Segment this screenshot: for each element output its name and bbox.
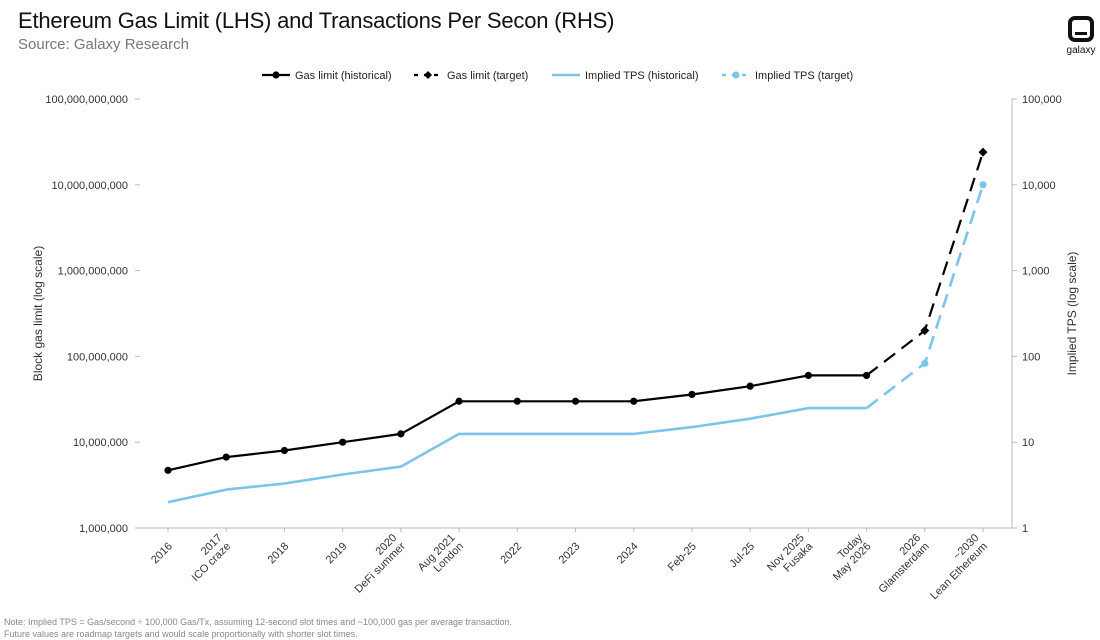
- left-tick-label: 100,000,000,000: [45, 94, 128, 106]
- series-point-0: [222, 453, 230, 461]
- right-tick-label: 10: [1022, 437, 1034, 449]
- series-point-0: [513, 397, 521, 405]
- series-line-3: [865, 184, 985, 410]
- legend-swatch-marker: [732, 71, 740, 79]
- series-point-0: [164, 466, 172, 474]
- legend-swatch-marker: [272, 71, 280, 79]
- series-point-1: [920, 326, 930, 336]
- x-tick-label: Jul-25: [727, 540, 757, 570]
- x-tick-label: 2022: [498, 540, 524, 566]
- legend-item-3: Implied TPS (target): [722, 70, 853, 82]
- x-tick-label: 2016: [149, 540, 175, 566]
- series-point-0: [280, 446, 289, 455]
- series-point-0: [339, 438, 347, 446]
- logo-text: galaxy: [1066, 45, 1096, 56]
- legend-swatch-marker: [424, 71, 432, 79]
- x-tick-label-line: 2019: [324, 540, 350, 566]
- right-tick-label: 10,000: [1022, 180, 1056, 192]
- legend-label: Gas limit (historical): [295, 70, 392, 82]
- x-tick-label: 2018: [266, 540, 292, 566]
- chart-note-line-1: Note: Implied TPS = Gas/second ÷ 100,000…: [4, 617, 513, 627]
- legend-item-0: Gas limit (historical): [262, 70, 392, 82]
- right-tick-label: 1: [1022, 523, 1028, 535]
- x-tick-label-line: Jul-25: [727, 540, 757, 570]
- series-point-0: [746, 382, 754, 390]
- x-tick-label-line: 2016: [149, 540, 175, 566]
- right-axis-title: Implied TPS (log scale): [1065, 252, 1079, 376]
- left-tick-label: 10,000,000: [73, 437, 128, 449]
- x-tick-label-line: 2023: [557, 540, 583, 566]
- chart-title: Ethereum Gas Limit (LHS) and Transaction…: [18, 8, 615, 33]
- chart-subtitle: Source: Galaxy Research: [18, 36, 189, 53]
- series-line-1: [865, 151, 985, 377]
- x-tick-label: 2023: [557, 540, 583, 566]
- left-tick-label: 1,000,000: [79, 523, 128, 535]
- galaxy-logo-icon: [1068, 16, 1094, 42]
- right-tick-label: 1,000: [1022, 266, 1050, 278]
- x-tick-label-line: Feb-25: [666, 540, 699, 573]
- series-line-2: [167, 406, 867, 504]
- left-axis-title: Block gas limit (log scale): [31, 246, 45, 381]
- legend-item-2: Implied TPS (historical): [552, 70, 699, 82]
- right-tick-label: 100,000: [1022, 94, 1062, 106]
- left-tick-label: 100,000,000: [67, 351, 128, 363]
- x-tick-label-line: 2018: [266, 540, 292, 566]
- series-point-0: [688, 390, 696, 399]
- legend-label: Implied TPS (target): [755, 70, 853, 82]
- chart-note-line-2: Future values are roadmap targets and wo…: [4, 629, 358, 639]
- series-line-0: [167, 374, 867, 472]
- galaxy-logo: galaxy: [1061, 16, 1100, 56]
- series-point-3: [979, 181, 987, 189]
- legend-item-1: Gas limit (target): [414, 70, 528, 82]
- series-point-0: [397, 430, 405, 438]
- series-point-0: [571, 397, 580, 405]
- x-tick-label: 2024: [615, 540, 641, 566]
- legend-label: Implied TPS (historical): [585, 70, 699, 82]
- x-tick-label: 2019: [324, 540, 350, 566]
- x-tick-label-line: 2022: [498, 540, 524, 566]
- series-point-1: [978, 147, 988, 157]
- series-point-0: [804, 371, 812, 380]
- x-tick-label-line: 2024: [615, 540, 641, 566]
- legend-label: Gas limit (target): [447, 70, 528, 82]
- series-point-0: [455, 397, 463, 405]
- series-point-0: [630, 397, 638, 405]
- left-tick-label: 1,000,000,000: [58, 266, 128, 278]
- series-point-3: [921, 359, 929, 367]
- x-tick-label: Feb-25: [666, 540, 699, 573]
- right-tick-label: 100: [1022, 351, 1040, 363]
- left-tick-label: 10,000,000,000: [52, 180, 128, 192]
